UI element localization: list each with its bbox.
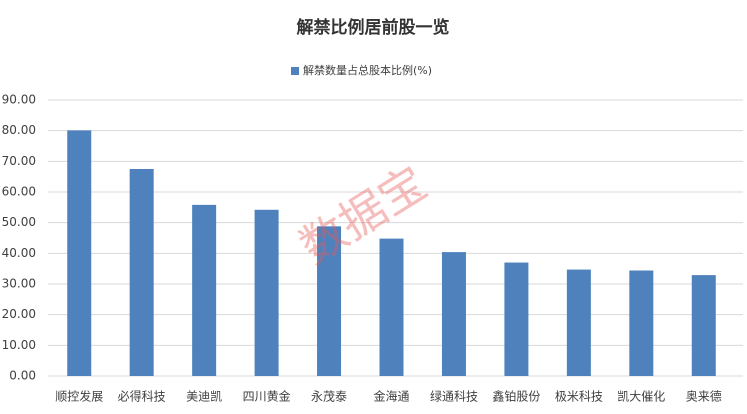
bar	[629, 270, 654, 376]
y-tick-label: 20.00	[2, 307, 36, 321]
y-tick-label: 40.00	[2, 246, 36, 260]
x-tick-label: 美迪凯	[186, 390, 222, 404]
x-tick-label: 顺控发展	[55, 389, 103, 404]
bar	[254, 209, 279, 376]
y-tick-label: 80.00	[2, 123, 36, 137]
x-tick-label: 四川黄金	[243, 389, 291, 404]
y-tick-label: 30.00	[2, 277, 36, 291]
y-tick-label: 10.00	[2, 338, 36, 352]
x-tick-label: 奥来德	[686, 389, 722, 404]
legend-swatch	[291, 67, 299, 75]
bar	[379, 238, 404, 376]
x-tick-label: 极米科技	[555, 390, 603, 404]
x-tick-label: 凯大催化	[617, 390, 665, 404]
watermark: 数据宝	[290, 156, 436, 275]
y-tick-label: 90.00	[2, 93, 36, 107]
x-tick-label: 鑫铂股份	[492, 389, 540, 404]
y-tick-label: 50.00	[2, 215, 36, 229]
x-tick-label: 永茂泰	[311, 390, 347, 404]
bar	[67, 130, 92, 376]
bar	[691, 275, 716, 376]
bar	[504, 262, 529, 376]
chart-title: 解禁比例居前股一览	[297, 17, 450, 38]
x-tick-label: 金海通	[373, 389, 409, 404]
bar	[441, 252, 466, 376]
bar	[129, 169, 154, 376]
y-tick-label: 70.00	[2, 154, 36, 168]
y-tick-label: 0.00	[9, 369, 36, 383]
legend-label: 解禁数量占总股本比例(%)	[303, 63, 432, 77]
bar	[192, 204, 217, 376]
bar	[566, 269, 591, 376]
x-tick-label: 必得科技	[118, 389, 166, 404]
y-tick-label: 60.00	[2, 185, 36, 199]
x-tick-label: 绿通科技	[430, 389, 478, 404]
bar	[317, 226, 342, 376]
